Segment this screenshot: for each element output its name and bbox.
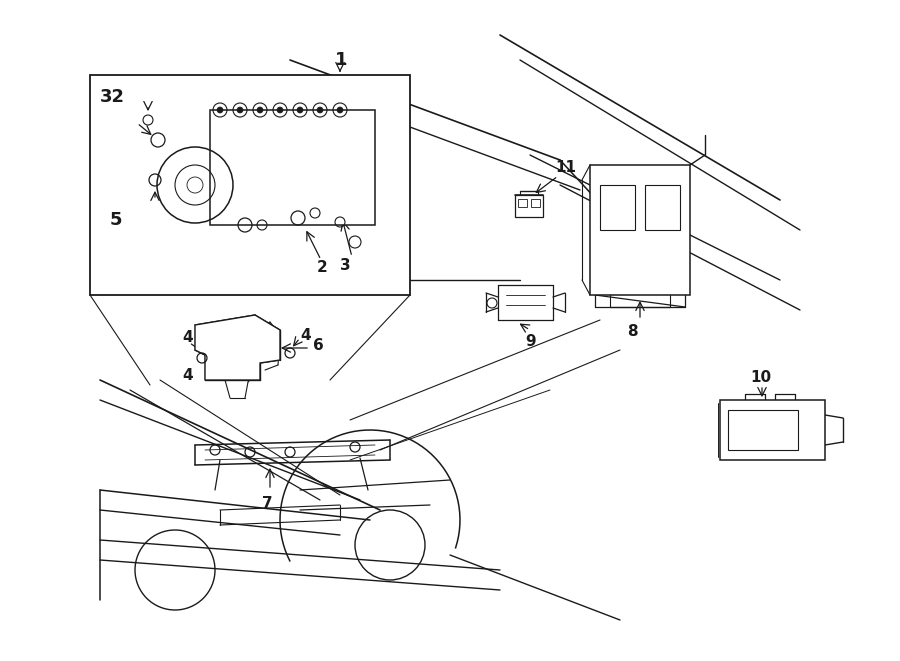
Text: 7: 7 [262,496,273,510]
Circle shape [317,107,323,113]
Text: 2: 2 [317,260,328,276]
Text: 5: 5 [110,211,122,229]
Text: 4: 4 [182,330,193,346]
Text: 8: 8 [627,325,637,340]
Bar [518,199,527,207]
Text: 3: 3 [340,258,351,272]
Text: 1: 1 [335,51,347,69]
Polygon shape [195,315,280,380]
Circle shape [257,107,263,113]
Bar [515,195,543,217]
Bar [90,75,410,295]
Text: 9: 9 [525,334,535,350]
Circle shape [237,107,243,113]
Circle shape [337,107,343,113]
Text: 4: 4 [182,368,193,383]
Text: 6: 6 [313,338,324,354]
Text: 32: 32 [100,88,125,106]
Bar [600,185,635,230]
Text: 10: 10 [750,371,771,385]
Circle shape [217,107,223,113]
Bar [531,199,540,207]
Text: 11: 11 [555,161,576,176]
Bar [590,165,690,295]
Text: 4: 4 [300,327,310,342]
Bar [210,110,375,225]
Bar [728,410,798,450]
Bar [720,400,825,460]
Circle shape [277,107,283,113]
Circle shape [297,107,303,113]
Bar [645,185,680,230]
